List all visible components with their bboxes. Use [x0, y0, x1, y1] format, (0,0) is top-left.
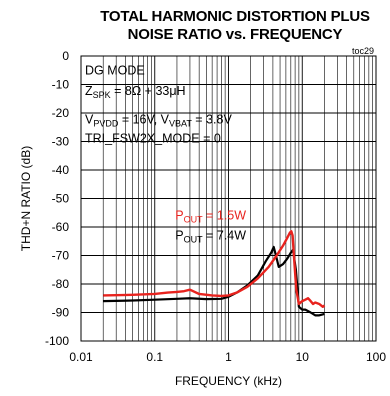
vvbat-value: = 3.8V [192, 113, 233, 127]
zspk-prefix: Z [85, 84, 93, 98]
y-tick-label: -80 [52, 277, 70, 291]
series-line-7p4w [103, 245, 325, 317]
x-axis-label: FREQUENCY (kHz) [175, 374, 282, 388]
figure-tag: toc29 [352, 46, 374, 56]
zspk-subscript: SPK [93, 90, 111, 100]
y-tick-label: -60 [52, 220, 70, 234]
zspk-value: = 8Ω + 33μH [111, 84, 186, 98]
y-tick-label: -100 [45, 334, 69, 348]
series-7p4w-prefix: P [175, 229, 183, 243]
grid-lines [80, 55, 376, 342]
x-tick-labels: 0.01 0.1 1 10 100 [69, 350, 386, 364]
series-7p4w-subscript: OUT [184, 235, 204, 245]
y-tick-label: 0 [62, 49, 69, 63]
series-1p5w-value: = 1.5W [203, 209, 247, 223]
x-tick-label: 100 [366, 350, 386, 364]
y-tick-labels: 0 -10 -20 -30 -40 -50 -60 -70 -80 -90 -100 [45, 49, 69, 348]
x-tick-label: 0.1 [146, 350, 163, 364]
annotation-mode: DG MODE [85, 63, 145, 77]
annotation-zspk: ZSPK = 8Ω + 33μH [85, 84, 186, 100]
y-axis-label: THD+N RATIO (dB) [19, 146, 33, 251]
y-tick-label: -90 [52, 306, 70, 320]
plot-frame [80, 55, 377, 342]
x-tick-label: 0.01 [69, 350, 93, 364]
y-tick-label: -10 [52, 78, 70, 92]
x-tick-label: 10 [296, 350, 310, 364]
chart-title: TOTAL HARMONIC DISTORTION PLUS [100, 8, 370, 25]
series-1p5w-prefix: P [175, 209, 183, 223]
series-label-1p5w: POUT = 1.5W [175, 209, 246, 225]
series-line-1p5w [103, 230, 326, 308]
chart-subtitle: NOISE RATIO vs. FREQUENCY [127, 26, 343, 43]
vpvdd-subscript: PVDD [93, 119, 119, 129]
y-tick-label: -30 [52, 135, 70, 149]
x-tick-label: 1 [225, 350, 232, 364]
series-label-7p4w: POUT = 7.4W [175, 229, 246, 245]
y-tick-label: -40 [52, 163, 70, 177]
annotation-supply: VPVDD = 16V, VVBAT = 3.8V [85, 113, 232, 129]
annotation-tri-mode: TRI_FSW2X_MODE = 0 [85, 132, 221, 146]
y-tick-label: -70 [52, 249, 70, 263]
vvbat-subscript: VBAT [169, 119, 192, 129]
vpvdd-prefix: V [85, 113, 94, 127]
vpvdd-value: = 16V, V [118, 113, 169, 127]
y-tick-label: -20 [52, 106, 70, 120]
y-tick-label: -50 [52, 192, 70, 206]
series-7p4w-value: = 7.4W [203, 229, 247, 243]
series-1p5w-subscript: OUT [184, 215, 204, 225]
